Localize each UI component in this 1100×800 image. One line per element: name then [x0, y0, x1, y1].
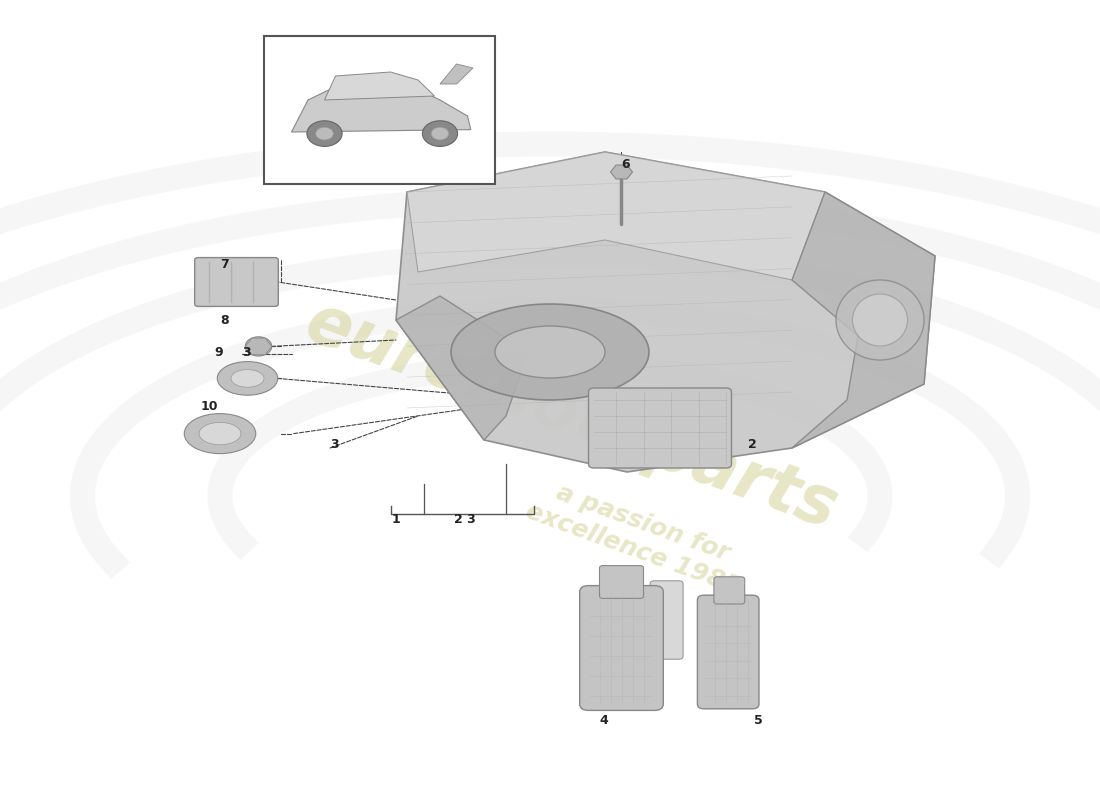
- Text: 3: 3: [242, 346, 251, 359]
- Text: 3: 3: [330, 438, 339, 451]
- Bar: [264, 36, 495, 184]
- Polygon shape: [324, 72, 435, 100]
- Text: 6: 6: [621, 158, 630, 171]
- Text: 2: 2: [748, 438, 757, 451]
- Text: 5: 5: [754, 714, 762, 727]
- Polygon shape: [440, 64, 473, 84]
- Text: 7: 7: [220, 258, 229, 271]
- Text: 8: 8: [220, 314, 229, 327]
- Circle shape: [422, 121, 458, 146]
- Text: 9: 9: [214, 346, 223, 359]
- Polygon shape: [407, 152, 825, 280]
- Polygon shape: [396, 296, 528, 440]
- Ellipse shape: [836, 280, 924, 360]
- Polygon shape: [792, 192, 935, 448]
- Polygon shape: [610, 165, 632, 179]
- Text: 1: 1: [392, 514, 400, 526]
- Ellipse shape: [218, 362, 277, 395]
- FancyBboxPatch shape: [588, 388, 732, 468]
- FancyBboxPatch shape: [697, 595, 759, 709]
- Circle shape: [316, 127, 333, 140]
- FancyBboxPatch shape: [714, 577, 745, 604]
- Circle shape: [245, 337, 272, 356]
- Ellipse shape: [231, 370, 264, 387]
- Text: euromotoparts: euromotoparts: [297, 289, 847, 543]
- Ellipse shape: [185, 414, 255, 454]
- Text: a passion for
excellence 1985: a passion for excellence 1985: [522, 473, 754, 599]
- Ellipse shape: [451, 304, 649, 400]
- Circle shape: [431, 127, 449, 140]
- Text: 2 3: 2 3: [454, 514, 476, 526]
- Text: 10: 10: [200, 400, 218, 413]
- Circle shape: [307, 121, 342, 146]
- Polygon shape: [292, 84, 471, 132]
- Ellipse shape: [199, 422, 241, 445]
- FancyBboxPatch shape: [580, 586, 663, 710]
- Ellipse shape: [495, 326, 605, 378]
- FancyBboxPatch shape: [195, 258, 278, 306]
- FancyBboxPatch shape: [600, 566, 643, 598]
- FancyBboxPatch shape: [650, 581, 683, 659]
- Text: 4: 4: [600, 714, 608, 727]
- Polygon shape: [245, 338, 272, 354]
- Polygon shape: [396, 152, 935, 472]
- Ellipse shape: [852, 294, 907, 346]
